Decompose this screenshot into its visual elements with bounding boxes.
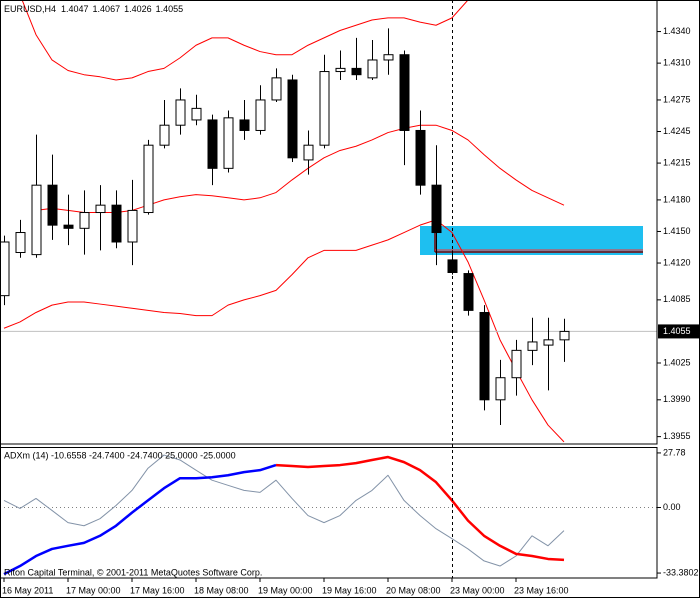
x-tick-label: 19 May 16:00 xyxy=(322,585,377,595)
candle-body xyxy=(63,224,74,229)
y-tick-label: 1.4245 xyxy=(663,126,691,136)
candle-body xyxy=(255,99,266,131)
indicator-frame xyxy=(0,447,658,579)
y-tick-label: 0.00 xyxy=(663,502,681,512)
candle-body xyxy=(383,54,394,61)
x-tick-label: 23 May 16:00 xyxy=(514,585,569,595)
header-close: 1.4055 xyxy=(156,4,184,14)
x-tick-label: 18 May 08:00 xyxy=(194,585,249,595)
header-high: 1.4067 xyxy=(93,4,121,14)
candle-body xyxy=(143,144,154,214)
y-tick-label: 1.3990 xyxy=(663,394,691,404)
x-tick-label: 23 May 00:00 xyxy=(450,585,505,595)
candle-body xyxy=(31,184,42,256)
x-tick-label: 20 May 08:00 xyxy=(386,585,441,595)
candle-body xyxy=(527,341,538,351)
y-tick-label: -33.3802 xyxy=(663,567,699,577)
price-zone xyxy=(420,226,643,255)
y-tick-label: 27.78 xyxy=(663,447,686,457)
candle-body xyxy=(287,79,298,159)
series-line xyxy=(21,0,469,81)
candle-body xyxy=(159,124,170,146)
header-open: 1.4047 xyxy=(61,4,89,14)
candle-body xyxy=(175,99,186,126)
candle-body xyxy=(207,119,218,169)
candle-body xyxy=(399,54,410,131)
candle-body xyxy=(95,204,106,214)
indicator-title: ADXm (14) -10.6558 -24.7400 -24.7400 25.… xyxy=(4,450,236,460)
y-tick-label: 1.3955 xyxy=(663,431,691,441)
y-tick-label: 1.4180 xyxy=(663,194,691,204)
candle-body xyxy=(415,129,426,186)
chart-header: EURUSD,H4 1.4047 1.4067 1.4026 1.4055 xyxy=(4,4,183,14)
plot-layer xyxy=(0,0,657,576)
candle-body xyxy=(15,232,26,254)
y-tick-label: 1.4120 xyxy=(663,257,691,267)
series-line xyxy=(35,124,565,214)
candle-body xyxy=(239,119,250,131)
candle-body xyxy=(303,144,314,161)
candle-body xyxy=(367,59,378,79)
y-tick-label: 1.4215 xyxy=(663,157,691,167)
candle-body xyxy=(127,209,138,243)
y-tick-label: 1.4025 xyxy=(663,357,691,367)
series-line xyxy=(3,454,565,567)
series-line xyxy=(3,463,277,576)
symbol-title: EURUSD,H4 xyxy=(4,4,56,14)
y-tick-label: 1.4310 xyxy=(663,58,691,68)
candle-body xyxy=(495,377,506,401)
series-line xyxy=(3,219,565,443)
y-tick-label: 1.4085 xyxy=(663,294,691,304)
x-tick-label: 19 May 00:00 xyxy=(258,585,313,595)
copyright: Riton Capital Terminal, © 2001-2011 Meta… xyxy=(4,567,262,577)
y-tick-label: 1.4150 xyxy=(663,226,691,236)
header-low: 1.4026 xyxy=(124,4,152,14)
x-tick-label: 17 May 00:00 xyxy=(66,585,121,595)
x-tick-label: 17 May 16:00 xyxy=(130,585,185,595)
price-label: 1.4055 xyxy=(663,326,691,336)
candle-body xyxy=(559,330,570,341)
candle-body xyxy=(79,212,90,229)
candle-body xyxy=(0,241,10,297)
candle-body xyxy=(319,71,330,146)
main-frame xyxy=(0,0,658,445)
candle-body xyxy=(431,184,442,234)
candle-body xyxy=(47,184,58,226)
x-tick-label: 16 May 2011 xyxy=(2,585,53,595)
candle-body xyxy=(463,273,474,311)
candle-body xyxy=(191,107,202,121)
candle-body xyxy=(335,67,346,73)
series-line xyxy=(275,455,565,562)
price-label-bg xyxy=(658,324,700,339)
y-tick-label: 1.4340 xyxy=(663,26,691,36)
candle-body xyxy=(543,339,554,346)
candle-body xyxy=(111,204,122,243)
candle-body xyxy=(271,77,282,101)
y-tick-label: 1.4275 xyxy=(663,94,691,104)
candle-body xyxy=(479,311,490,401)
candle-body xyxy=(223,117,234,169)
candle-body xyxy=(511,349,522,379)
candle-body xyxy=(351,67,362,76)
